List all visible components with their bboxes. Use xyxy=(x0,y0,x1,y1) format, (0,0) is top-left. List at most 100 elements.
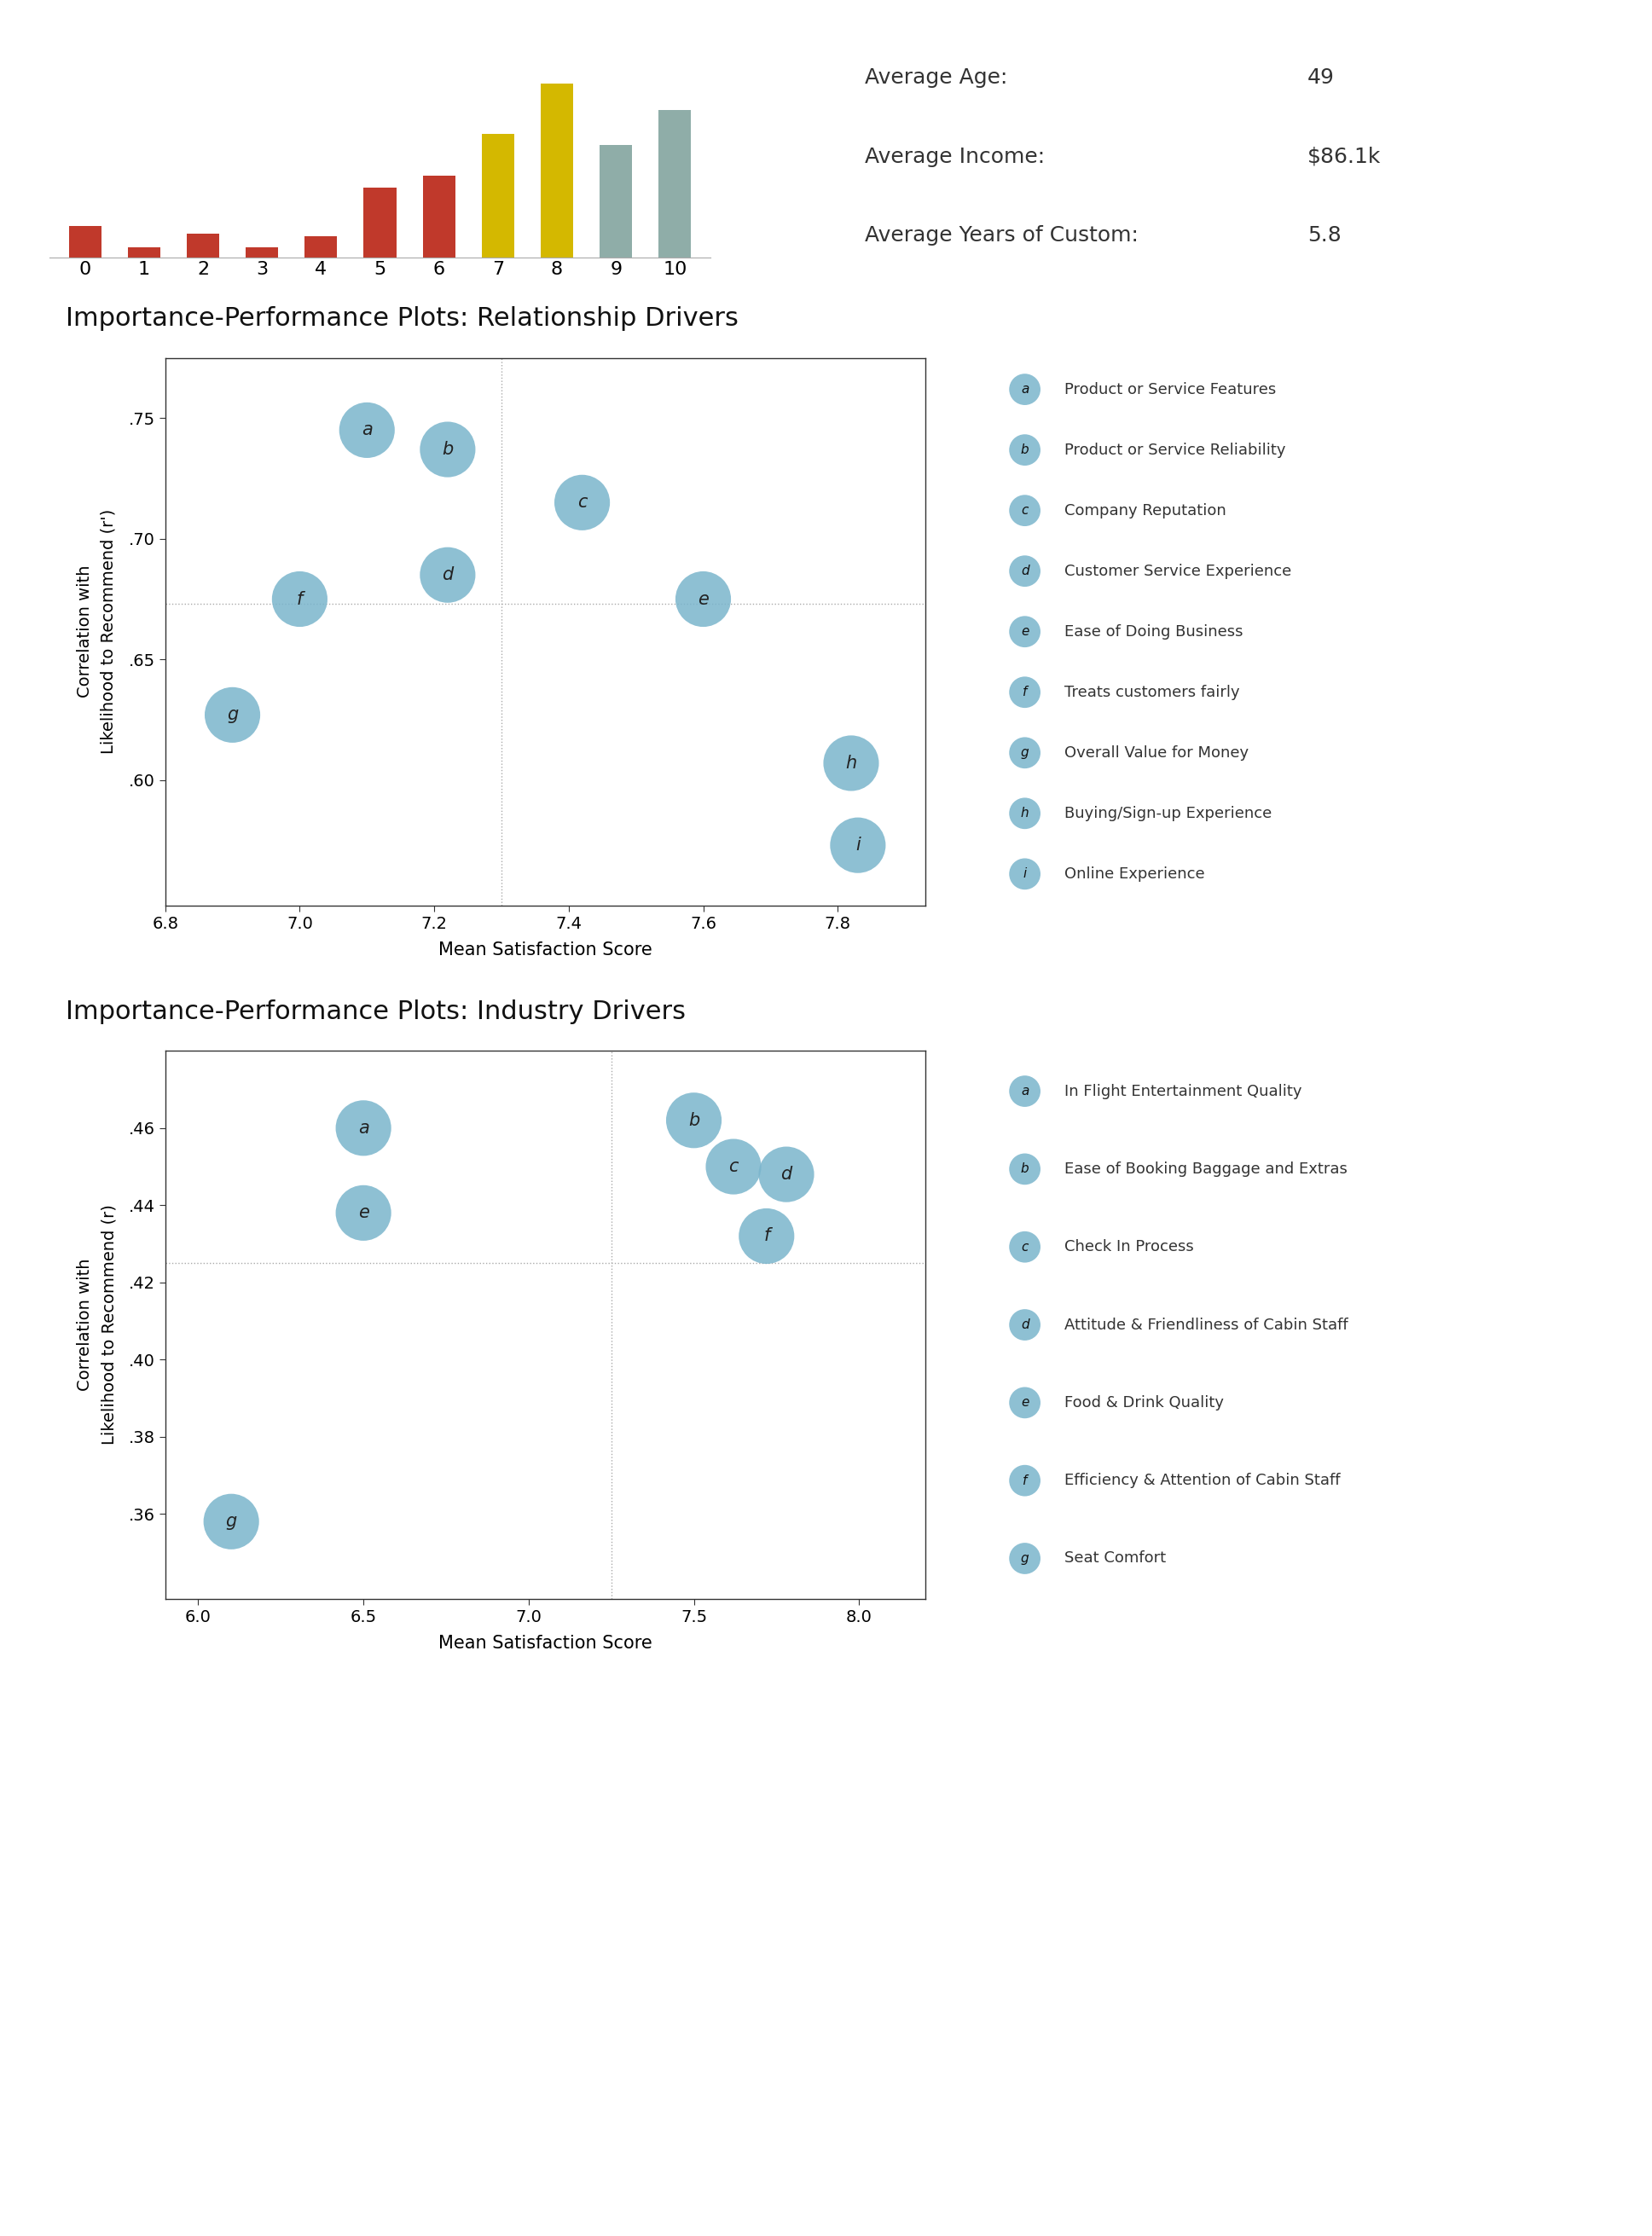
Text: f: f xyxy=(1023,1474,1028,1487)
Bar xyxy=(127,248,160,257)
Text: Importance-Performance Plots: Industry Drivers: Importance-Performance Plots: Industry D… xyxy=(66,999,686,1024)
Text: Online Experience: Online Experience xyxy=(1064,865,1204,881)
Text: c: c xyxy=(729,1158,738,1176)
Text: Average Income:: Average Income: xyxy=(866,145,1044,168)
Point xyxy=(1011,552,1037,588)
Text: c: c xyxy=(1021,1241,1029,1254)
Point xyxy=(434,432,461,467)
Point xyxy=(681,1102,707,1138)
Bar xyxy=(600,145,633,257)
Text: Product or Service Features: Product or Service Features xyxy=(1064,382,1277,398)
Text: Seat Comfort: Seat Comfort xyxy=(1064,1552,1166,1565)
Text: a: a xyxy=(362,423,372,438)
Text: f: f xyxy=(297,590,302,608)
Point xyxy=(1011,796,1037,832)
Text: d: d xyxy=(443,566,453,584)
Point xyxy=(568,485,595,521)
Text: g: g xyxy=(1021,1552,1029,1565)
Point xyxy=(753,1219,780,1254)
Text: Average Age:: Average Age: xyxy=(866,67,1008,87)
Point xyxy=(1011,1152,1037,1187)
Point xyxy=(286,581,312,617)
Text: Check In Process: Check In Process xyxy=(1064,1239,1194,1254)
Bar xyxy=(187,235,220,257)
Text: g: g xyxy=(1021,747,1029,760)
Text: Ease of Doing Business: Ease of Doing Business xyxy=(1064,624,1244,639)
Point xyxy=(1011,675,1037,711)
Text: Customer Service Experience: Customer Service Experience xyxy=(1064,563,1292,579)
X-axis label: Mean Satisfaction Score: Mean Satisfaction Score xyxy=(438,941,653,959)
Text: Average Years of Custom:: Average Years of Custom: xyxy=(866,226,1138,246)
Text: d: d xyxy=(781,1165,791,1183)
Point xyxy=(354,411,380,447)
Text: Company Reputation: Company Reputation xyxy=(1064,503,1226,519)
Text: 49: 49 xyxy=(1307,67,1335,87)
Text: d: d xyxy=(1021,1319,1029,1330)
Text: i: i xyxy=(1023,868,1026,881)
Text: b: b xyxy=(689,1111,699,1129)
Text: e: e xyxy=(1021,1395,1029,1409)
Point xyxy=(1011,1306,1037,1342)
Point xyxy=(1011,1541,1037,1576)
Y-axis label: Correlation with
Likelihood to Recommend (r'): Correlation with Likelihood to Recommend… xyxy=(76,510,117,754)
Point xyxy=(1011,856,1037,892)
Text: g: g xyxy=(226,707,238,724)
Text: Ease of Booking Baggage and Extras: Ease of Booking Baggage and Extras xyxy=(1064,1160,1348,1176)
Text: Product or Service Reliability: Product or Service Reliability xyxy=(1064,443,1285,458)
Text: e: e xyxy=(1021,626,1029,637)
Y-axis label: Correlation with
Likelihood to Recommend (r): Correlation with Likelihood to Recommend… xyxy=(76,1205,117,1444)
Point xyxy=(844,827,871,863)
Point xyxy=(1011,1384,1037,1420)
Bar xyxy=(423,177,456,257)
Bar xyxy=(659,110,691,257)
Point xyxy=(1011,1462,1037,1498)
Point xyxy=(350,1111,377,1147)
Bar xyxy=(363,188,396,257)
Text: a: a xyxy=(1021,382,1029,396)
Text: h: h xyxy=(1021,807,1029,821)
Text: d: d xyxy=(1021,566,1029,577)
Point xyxy=(350,1194,377,1230)
Text: c: c xyxy=(577,494,586,512)
Text: a: a xyxy=(1021,1084,1029,1098)
Point xyxy=(1011,1230,1037,1266)
Text: c: c xyxy=(1021,503,1029,517)
Bar xyxy=(540,83,573,257)
Point xyxy=(691,581,717,617)
Point xyxy=(1011,613,1037,648)
Text: 5.8: 5.8 xyxy=(1307,226,1341,246)
Text: Overall Value for Money: Overall Value for Money xyxy=(1064,745,1249,760)
Point xyxy=(1011,432,1037,467)
Text: In Flight Entertainment Quality: In Flight Entertainment Quality xyxy=(1064,1084,1302,1098)
Text: g: g xyxy=(226,1514,236,1529)
Text: Efficiency & Attention of Cabin Staff: Efficiency & Attention of Cabin Staff xyxy=(1064,1474,1340,1489)
Point xyxy=(1011,1073,1037,1109)
Text: e: e xyxy=(697,590,709,608)
Point xyxy=(1011,736,1037,771)
Text: $86.1k: $86.1k xyxy=(1307,145,1381,168)
Text: Buying/Sign-up Experience: Buying/Sign-up Experience xyxy=(1064,805,1272,821)
Text: i: i xyxy=(856,836,861,854)
Text: Importance-Performance Plots: Relationship Drivers: Importance-Performance Plots: Relationsh… xyxy=(66,306,738,331)
Text: b: b xyxy=(1021,1163,1029,1176)
Bar xyxy=(246,248,278,257)
Text: b: b xyxy=(443,440,453,458)
Text: f: f xyxy=(763,1228,770,1245)
Text: Attitude & Friendliness of Cabin Staff: Attitude & Friendliness of Cabin Staff xyxy=(1064,1317,1348,1333)
Bar xyxy=(69,226,101,257)
Text: b: b xyxy=(1021,443,1029,456)
Bar xyxy=(304,237,337,257)
Text: Treats customers fairly: Treats customers fairly xyxy=(1064,684,1241,700)
Text: f: f xyxy=(1023,686,1028,698)
Point xyxy=(773,1156,800,1192)
Bar xyxy=(482,134,514,257)
Point xyxy=(1011,492,1037,528)
Text: a: a xyxy=(358,1120,368,1136)
Text: Food & Drink Quality: Food & Drink Quality xyxy=(1064,1395,1224,1411)
Point xyxy=(220,698,246,733)
Point xyxy=(720,1149,747,1185)
Point xyxy=(434,557,461,593)
Text: e: e xyxy=(358,1205,368,1221)
Point xyxy=(1011,371,1037,407)
Point xyxy=(218,1503,244,1538)
